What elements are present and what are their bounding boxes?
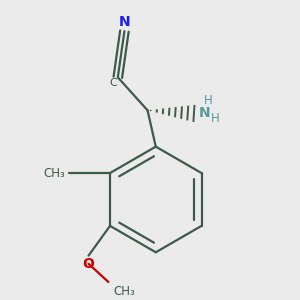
Text: H: H: [211, 112, 220, 125]
Text: H: H: [204, 94, 212, 107]
Text: N: N: [199, 106, 210, 120]
Text: O: O: [82, 257, 94, 271]
Text: N: N: [118, 15, 130, 29]
Text: CH₃: CH₃: [113, 285, 135, 298]
Text: C: C: [110, 78, 118, 88]
Text: CH₃: CH₃: [44, 167, 65, 180]
